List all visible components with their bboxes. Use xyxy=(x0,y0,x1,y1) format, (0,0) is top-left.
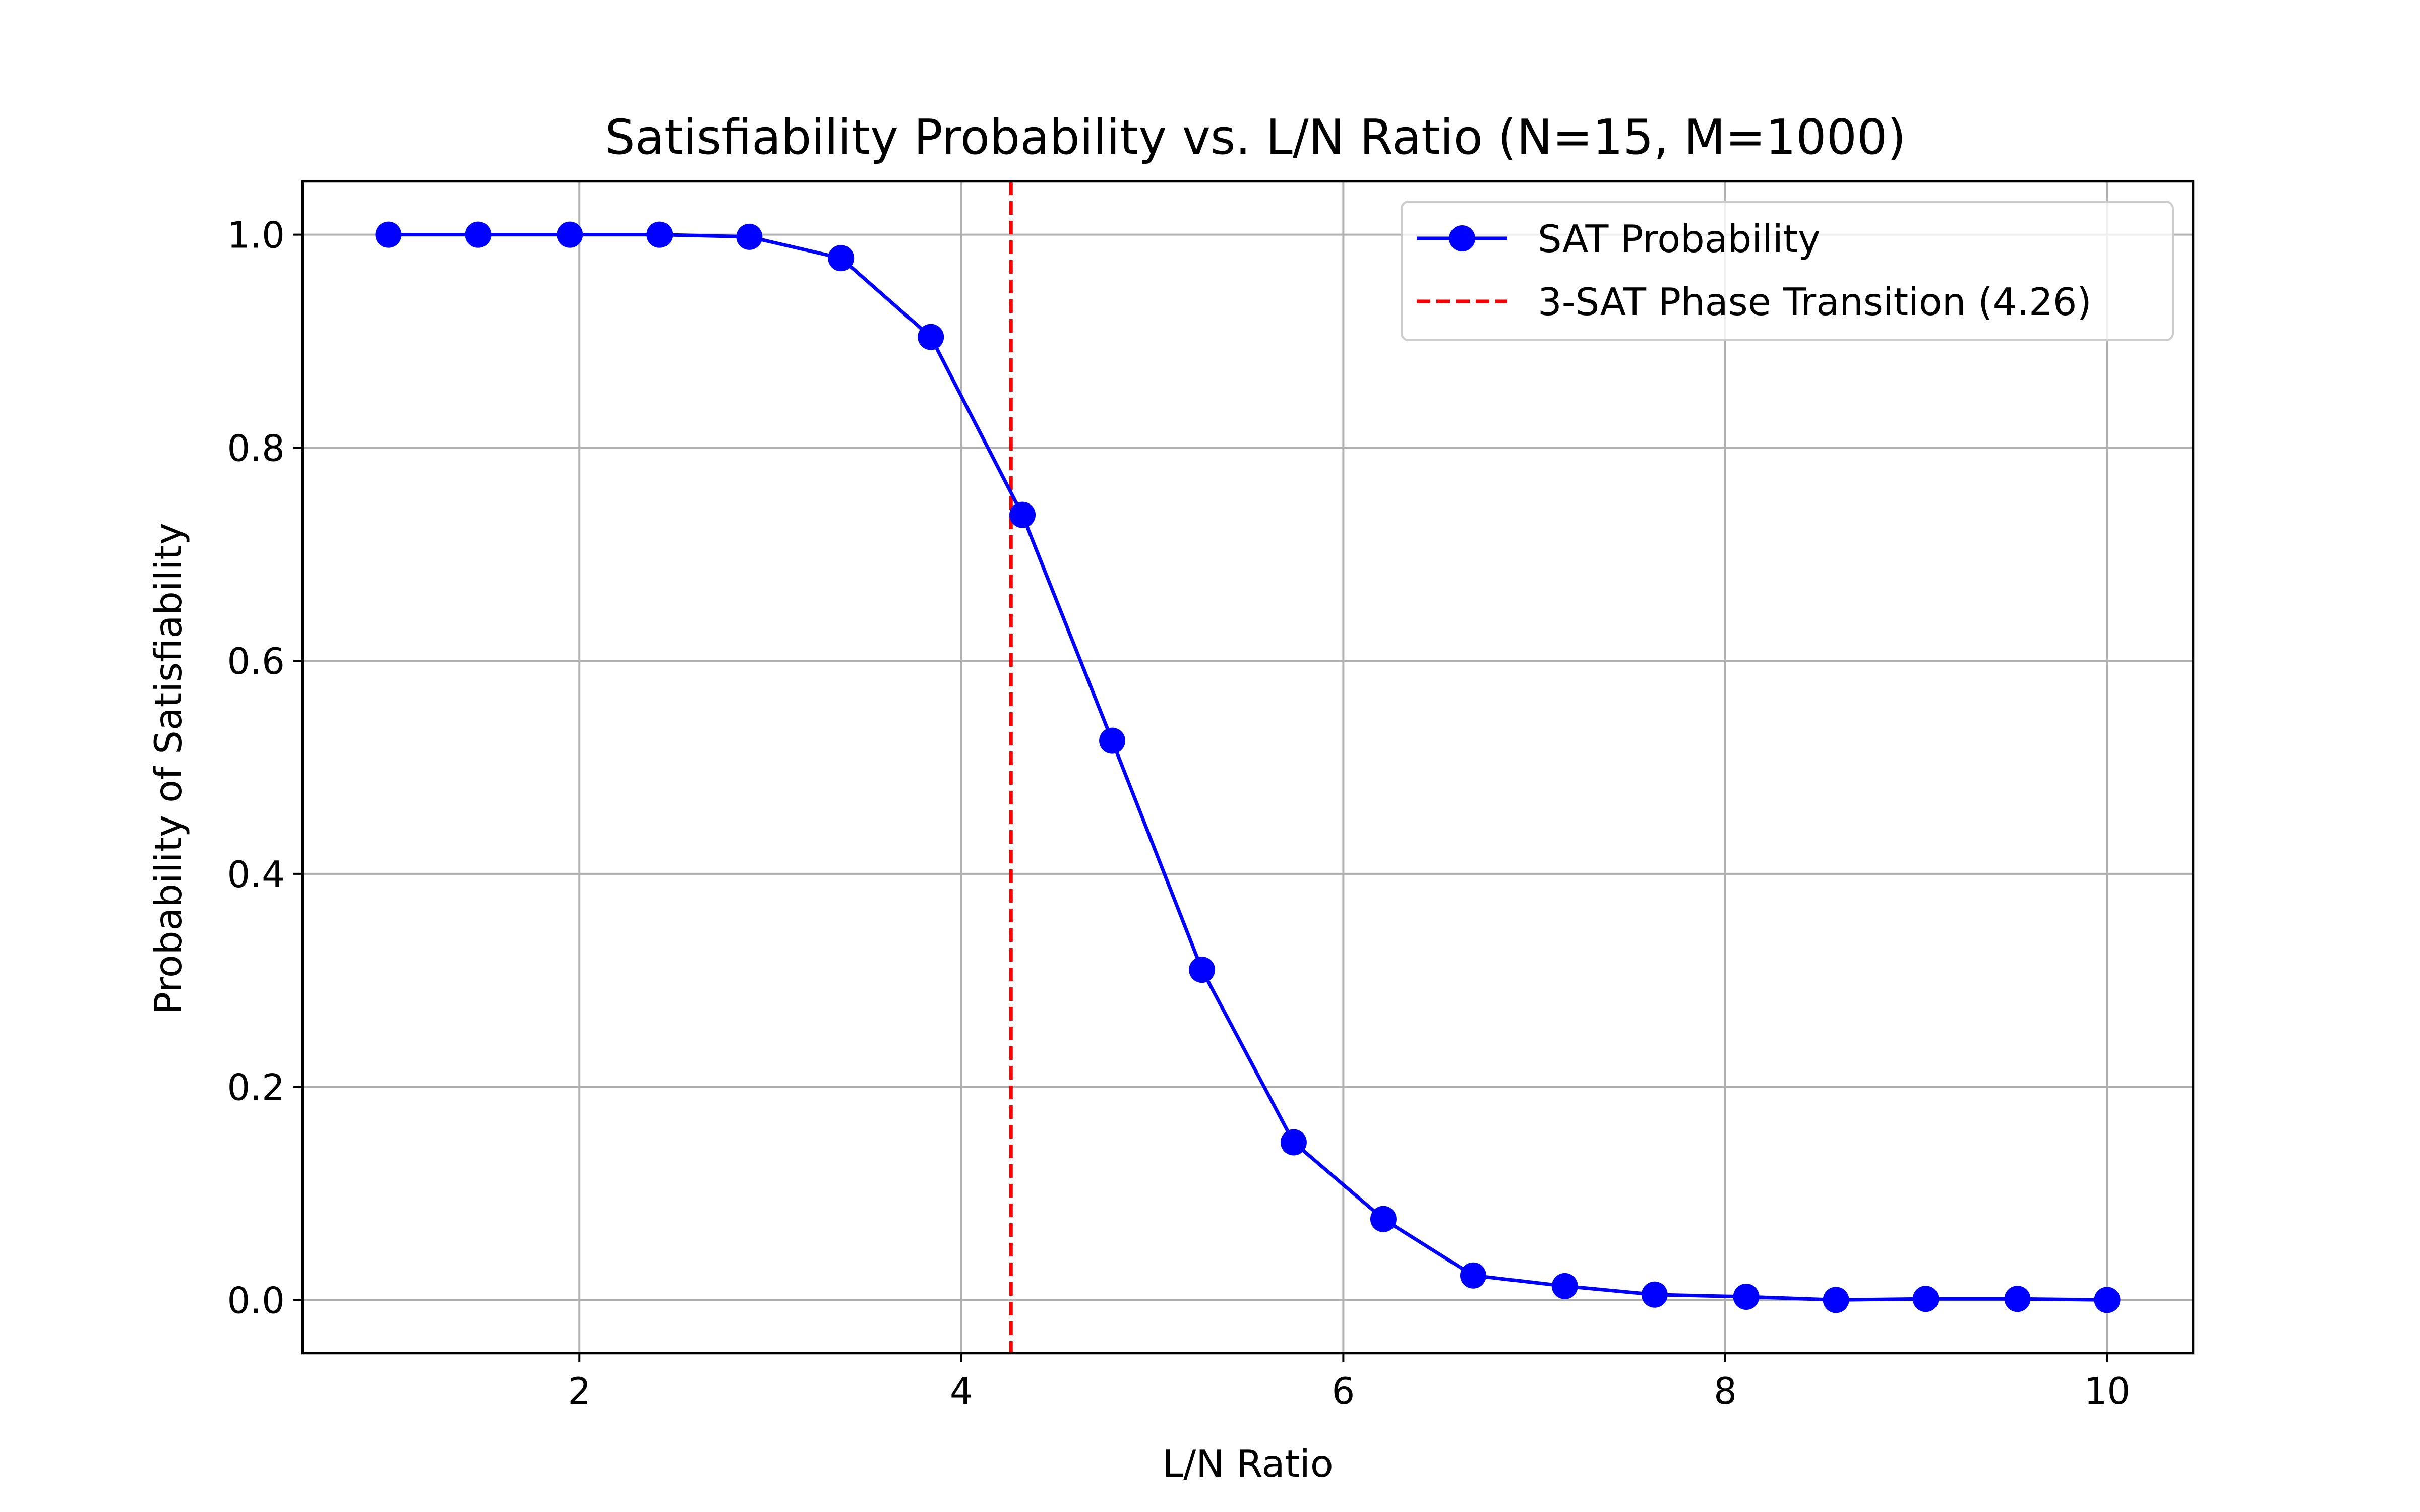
data-point xyxy=(557,221,583,248)
data-point xyxy=(1099,727,1126,754)
series-line xyxy=(388,233,2107,1302)
y-tick-label: 0.2 xyxy=(227,1066,285,1109)
data-point xyxy=(1551,1273,1578,1299)
chart-title: Satisfiability Probability vs. L/N Ratio… xyxy=(604,110,1906,165)
data-point xyxy=(1280,1129,1307,1156)
legend: SAT Probability 3-SAT Phase Transition (… xyxy=(1401,201,2174,341)
grid xyxy=(302,181,2193,1353)
y-tick-label: 0.8 xyxy=(227,427,285,469)
legend-label-sat-probability: SAT Probability xyxy=(1538,217,1821,261)
data-point xyxy=(375,221,402,248)
data-point xyxy=(1733,1283,1760,1310)
y-axis: 0.0 0.2 0.4 0.6 0.8 1.0 xyxy=(227,214,302,1321)
x-tick-label: 2 xyxy=(568,1370,591,1412)
legend-label-phase-transition: 3-SAT Phase Transition (4.26) xyxy=(1538,280,2092,324)
y-tick-label: 0.0 xyxy=(227,1279,285,1321)
x-tick-label: 10 xyxy=(2084,1370,2131,1412)
data-point xyxy=(918,324,944,350)
y-tick-label: 0.6 xyxy=(227,640,285,682)
x-tick-label: 4 xyxy=(950,1370,973,1412)
y-tick-label: 0.4 xyxy=(227,853,285,896)
data-point xyxy=(1009,501,1036,528)
x-axis-label: L/N Ratio xyxy=(1162,1441,1334,1486)
data-point xyxy=(1912,1286,1939,1312)
plot-frame xyxy=(301,180,2195,1355)
data-point xyxy=(828,245,855,272)
y-tick-label: 1.0 xyxy=(227,214,285,257)
x-tick-label: 6 xyxy=(1332,1370,1355,1412)
x-axis: 2 4 6 8 10 xyxy=(568,1353,2130,1412)
x-tick-label: 8 xyxy=(1714,1370,1737,1412)
data-point xyxy=(2094,1287,2121,1313)
y-axis-label: Probability of Satisfiability xyxy=(146,523,191,1015)
data-point xyxy=(646,221,673,248)
legend-series-marker xyxy=(1449,225,1475,251)
data-point xyxy=(465,221,492,248)
data-point xyxy=(1460,1262,1486,1289)
data-point xyxy=(736,223,763,250)
data-point xyxy=(1641,1281,1668,1308)
data-point xyxy=(1823,1287,1849,1313)
data-point xyxy=(1370,1206,1397,1232)
data-point xyxy=(1189,957,1216,983)
legend-box xyxy=(1401,201,2174,341)
series-group xyxy=(375,221,2121,1313)
data-point xyxy=(2004,1286,2031,1312)
